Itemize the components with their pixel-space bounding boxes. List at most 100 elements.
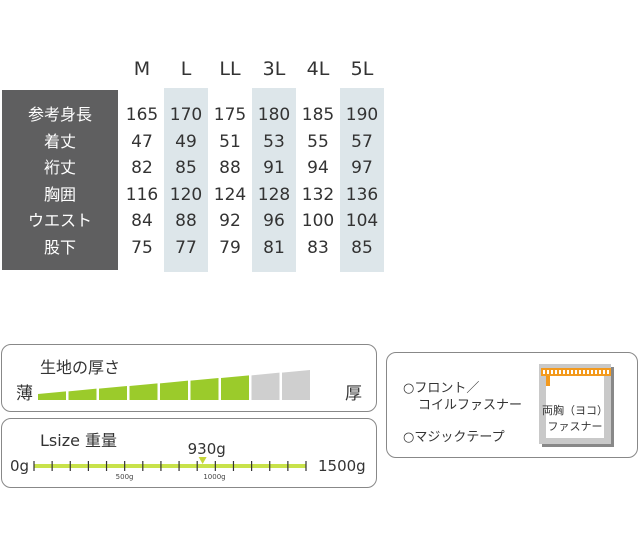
size-cell: 81 xyxy=(263,237,285,258)
size-cell: 51 xyxy=(219,131,241,152)
zip-illustration-zipper xyxy=(541,368,611,386)
size-cell: 55 xyxy=(307,131,329,152)
thickness-segment xyxy=(129,383,158,400)
thin-label: 薄 xyxy=(16,384,33,404)
size-cell: 100 xyxy=(301,211,335,231)
size-cell: 94 xyxy=(307,158,329,178)
size-cell: 185 xyxy=(301,105,335,125)
zipper-tooth xyxy=(559,370,561,374)
size-cell: 84 xyxy=(131,211,153,231)
zipper-tooth xyxy=(583,370,585,374)
size-cell: 77 xyxy=(175,237,197,258)
highlight-column-3l xyxy=(252,88,296,272)
zipper-tooth xyxy=(547,370,549,374)
size-cell: 128 xyxy=(257,184,291,205)
size-cell: 170 xyxy=(169,105,203,125)
size-cell: 53 xyxy=(263,131,285,152)
thickness-segment xyxy=(99,386,127,400)
weight-min-label: 0g xyxy=(10,457,30,475)
size-cell: 132 xyxy=(301,184,335,205)
size-cell: 175 xyxy=(213,105,247,125)
size-cell: 165 xyxy=(125,105,159,125)
size-cell: 180 xyxy=(257,105,291,125)
zipper-tooth xyxy=(571,370,573,374)
thickness-segment xyxy=(221,375,249,400)
size-header-4l: 4L xyxy=(306,58,330,80)
size-cell: 79 xyxy=(219,237,241,258)
size-cell: 88 xyxy=(175,211,197,231)
size-cell: 75 xyxy=(131,237,153,258)
weight-scale xyxy=(33,457,307,471)
zipper-tooth xyxy=(587,370,589,374)
closure-option-front-zip-line2: コイルファスナー xyxy=(418,398,523,413)
weight-marker xyxy=(198,457,207,464)
fabric-thickness-panel xyxy=(1,344,377,412)
zipper-tooth xyxy=(543,370,545,374)
size-cell: 190 xyxy=(345,105,379,125)
weight-panel xyxy=(1,418,377,488)
thickness-segment xyxy=(38,391,66,400)
zip-illustration-pocket xyxy=(546,376,604,438)
thickness-segment xyxy=(190,378,219,400)
size-cell: 96 xyxy=(263,211,285,231)
size-header-ll: LL xyxy=(219,58,241,80)
size-cell: 91 xyxy=(263,158,285,178)
zip-label-line2: ファスナー xyxy=(547,420,603,433)
weight-value-label: 930g xyxy=(187,440,226,458)
zipper-pull xyxy=(546,376,550,386)
size-cell: 85 xyxy=(351,237,373,258)
size-header-l: L xyxy=(180,58,192,80)
zipper-tooth xyxy=(591,370,593,374)
size-cell: 92 xyxy=(219,211,241,231)
zipper-tooth xyxy=(595,370,597,374)
size-cell: 82 xyxy=(131,158,153,178)
thickness-segment xyxy=(68,388,97,400)
size-cell: 124 xyxy=(213,184,247,205)
thickness-segment xyxy=(251,372,280,400)
thickness-segment xyxy=(282,370,310,400)
zipper-tooth xyxy=(563,370,565,374)
highlight-column-5l xyxy=(340,88,384,272)
weight-tick-label-1000: 1000g xyxy=(203,473,226,481)
size-cell: 49 xyxy=(175,131,197,152)
size-cell: 83 xyxy=(307,237,329,258)
size-cell: 104 xyxy=(345,211,379,231)
row-label: ウエスト xyxy=(27,211,92,230)
size-header-3l: 3L xyxy=(262,58,286,80)
size-cell: 47 xyxy=(131,131,153,152)
thick-label: 厚 xyxy=(345,384,362,404)
weight-max-label: 1500g xyxy=(318,457,366,475)
row-label: 股下 xyxy=(43,237,76,257)
size-header-m: M xyxy=(133,58,151,80)
size-cell: 136 xyxy=(345,184,379,205)
thickness-segment xyxy=(160,380,188,400)
zipper-tooth xyxy=(555,370,557,374)
zip-label-line1: 両胸（ヨコ） xyxy=(542,404,608,417)
size-header-5l: 5L xyxy=(350,58,374,80)
size-cell: 116 xyxy=(125,184,159,205)
size-cell: 120 xyxy=(169,184,203,205)
size-cell: 88 xyxy=(219,158,241,178)
size-cell: 97 xyxy=(351,158,373,178)
zipper-tooth xyxy=(575,370,577,374)
highlight-column-l xyxy=(164,88,208,272)
zipper-tooth xyxy=(603,370,605,374)
zipper-tooth xyxy=(599,370,601,374)
zipper-tooth xyxy=(607,370,609,374)
weight-tick-label-500: 500g xyxy=(115,473,134,481)
closure-option-front-zip-line1: ○フロント／ xyxy=(403,381,480,396)
row-label: 参考身長 xyxy=(27,105,92,124)
row-label: 裄丈 xyxy=(43,158,76,177)
zipper-tooth xyxy=(551,370,553,374)
zipper-tooth xyxy=(579,370,581,374)
size-cell: 57 xyxy=(351,131,373,152)
row-label: 着丈 xyxy=(43,131,76,151)
thickness-gauge xyxy=(38,370,310,400)
fabric-thickness-title: 生地の厚さ xyxy=(40,358,121,377)
size-cell: 85 xyxy=(175,158,197,178)
closure-option-velcro: ○マジックテープ xyxy=(403,430,505,445)
row-label: 胸囲 xyxy=(43,184,76,204)
weight-title: Lsize 重量 xyxy=(40,431,118,450)
size-chart-label-column xyxy=(2,90,118,270)
zipper-tooth xyxy=(567,370,569,374)
